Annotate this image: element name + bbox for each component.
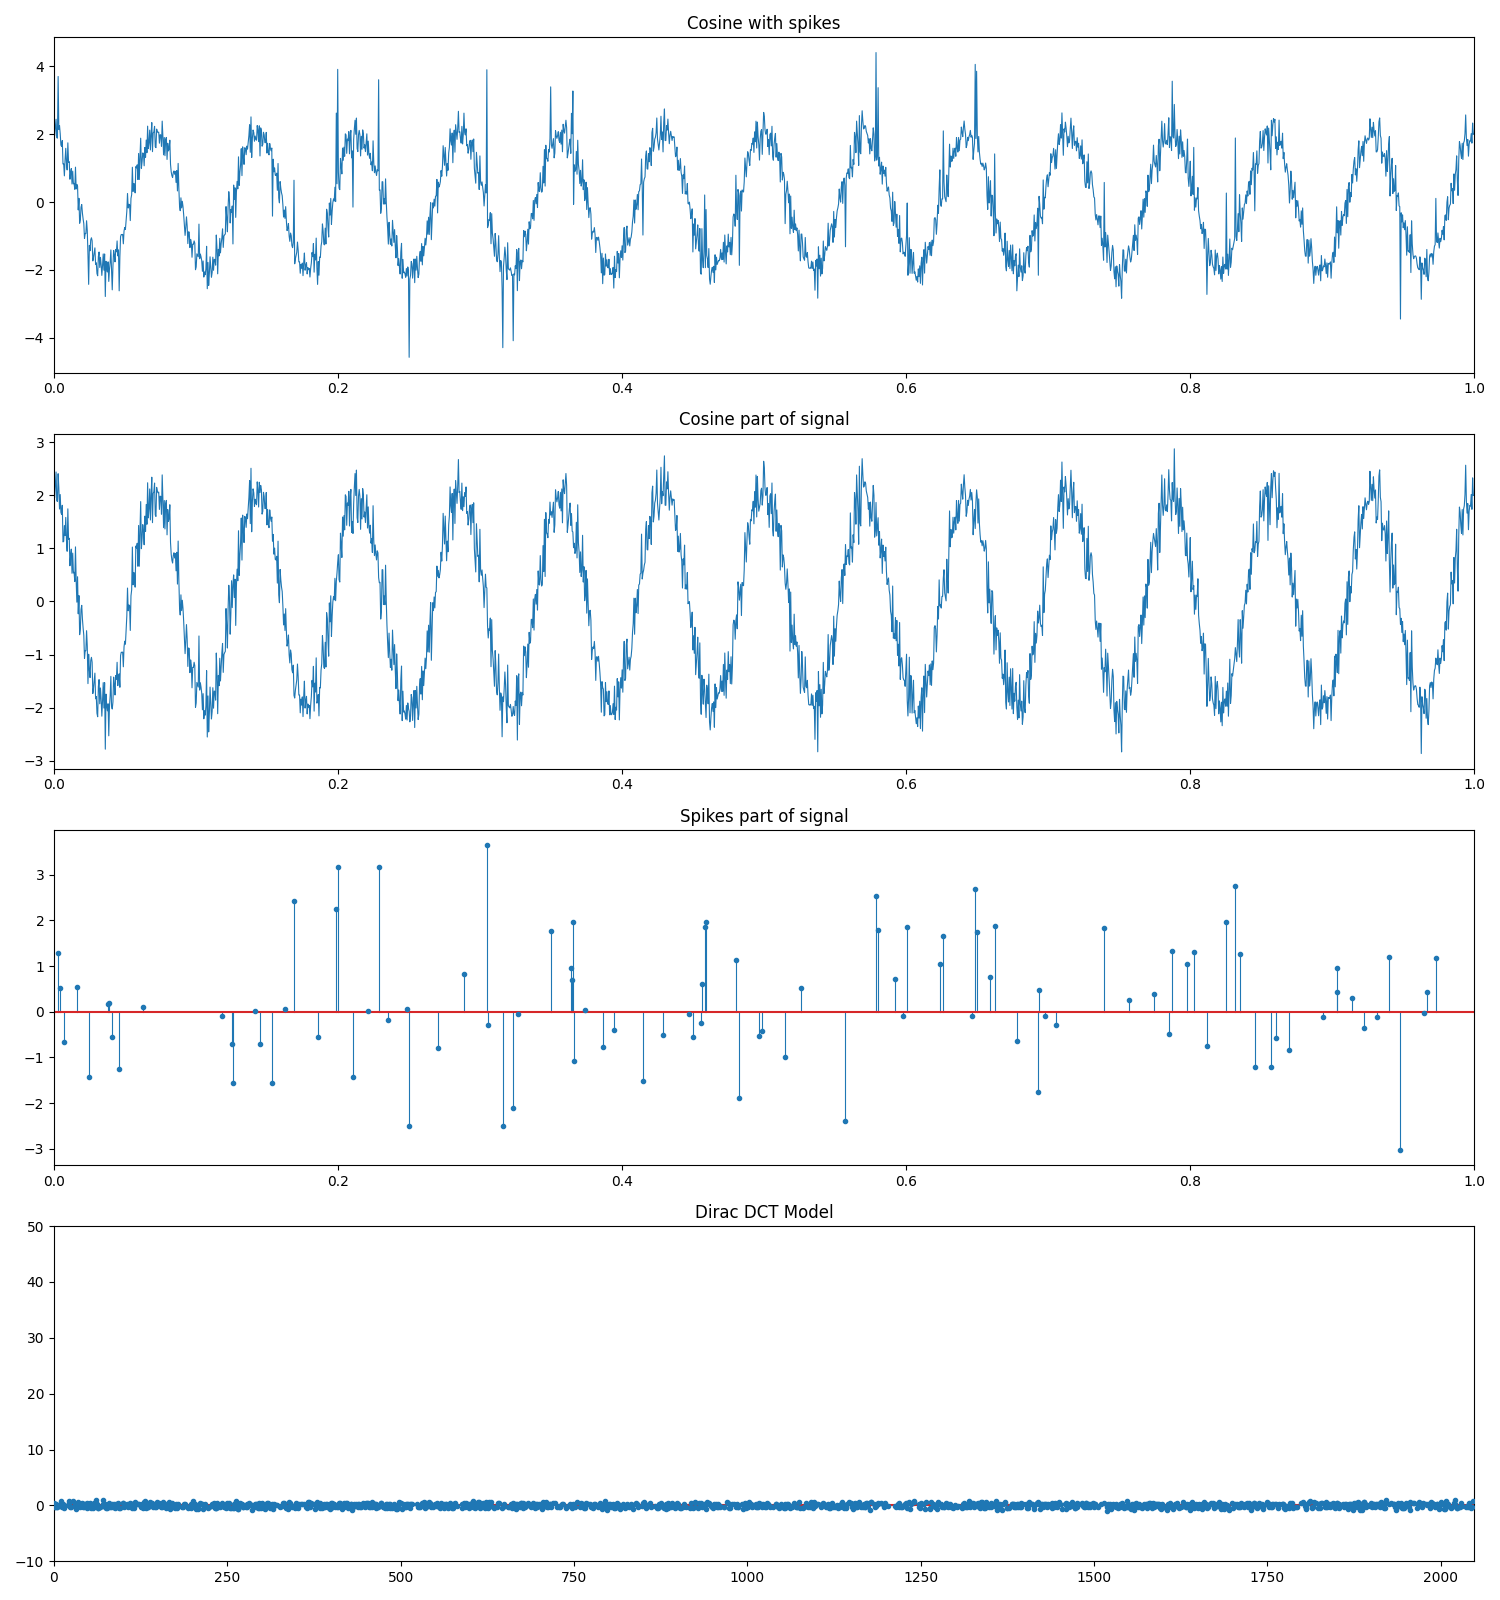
Title: Cosine part of signal: Cosine part of signal <box>678 411 849 429</box>
Title: Dirac DCT Model: Dirac DCT Model <box>694 1203 834 1222</box>
Title: Spikes part of signal: Spikes part of signal <box>680 808 849 826</box>
Title: Cosine with spikes: Cosine with spikes <box>687 14 840 34</box>
